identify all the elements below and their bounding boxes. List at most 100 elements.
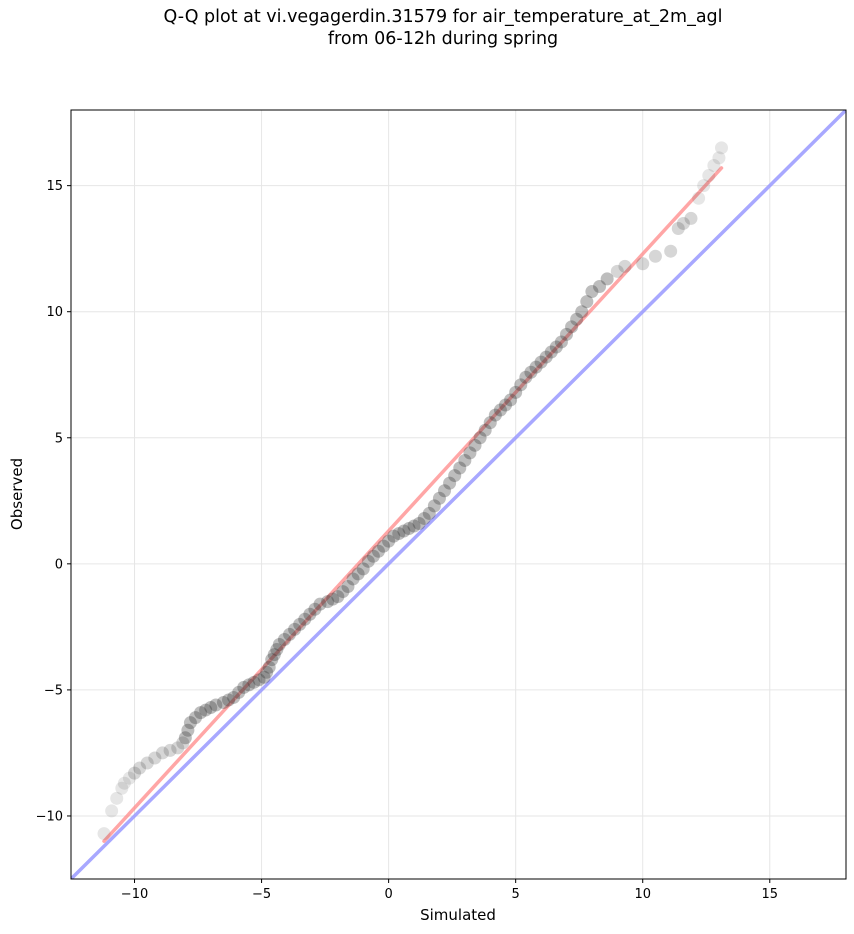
data-point bbox=[356, 562, 370, 576]
data-point bbox=[288, 622, 302, 636]
data-point bbox=[432, 491, 446, 505]
data-point bbox=[580, 295, 594, 309]
data-point bbox=[499, 398, 513, 412]
data-point bbox=[183, 716, 197, 730]
data-point bbox=[293, 617, 307, 631]
data-point bbox=[227, 690, 241, 704]
data-point bbox=[519, 370, 533, 384]
data-point bbox=[155, 746, 169, 760]
data-point bbox=[712, 151, 726, 165]
data-point bbox=[117, 776, 131, 790]
data-point bbox=[392, 527, 406, 541]
data-point bbox=[199, 703, 213, 717]
data-point bbox=[331, 590, 345, 604]
data-point bbox=[361, 554, 375, 568]
data-point bbox=[448, 469, 462, 483]
data-point bbox=[133, 761, 147, 775]
data-point bbox=[283, 627, 297, 641]
y-axis-label: Observed bbox=[8, 458, 26, 530]
data-point bbox=[265, 653, 279, 667]
data-point bbox=[97, 827, 111, 841]
data-point bbox=[549, 340, 563, 354]
chart-title: Q-Q plot at vi.vegagerdin.31579 for air_… bbox=[0, 6, 854, 50]
data-point bbox=[115, 781, 129, 795]
data-point bbox=[565, 320, 579, 334]
y-tick-label: 10 bbox=[46, 305, 63, 320]
data-point bbox=[267, 648, 281, 662]
data-point bbox=[382, 534, 396, 548]
data-point bbox=[209, 698, 223, 712]
data-point bbox=[509, 385, 523, 399]
data-point bbox=[473, 431, 487, 445]
data-point bbox=[714, 141, 728, 155]
data-point bbox=[270, 643, 284, 657]
data-point bbox=[313, 597, 327, 611]
data-point bbox=[222, 693, 236, 707]
chart-title-line-1: Q-Q plot at vi.vegagerdin.31579 for air_… bbox=[163, 7, 723, 27]
data-point bbox=[237, 680, 251, 694]
data-point bbox=[260, 665, 274, 679]
data-point bbox=[610, 264, 624, 278]
data-point bbox=[422, 506, 436, 520]
data-point bbox=[397, 524, 411, 538]
x-tick-label: 15 bbox=[761, 887, 778, 902]
data-point bbox=[636, 257, 650, 271]
data-point bbox=[277, 632, 291, 646]
data-point bbox=[346, 572, 360, 586]
data-point bbox=[262, 660, 276, 674]
data-point bbox=[252, 673, 266, 687]
data-point bbox=[298, 612, 312, 626]
data-point bbox=[171, 741, 185, 755]
y-tick-label: 5 bbox=[55, 431, 63, 446]
data-point bbox=[128, 766, 142, 780]
y-tick-label: 0 bbox=[55, 557, 63, 572]
data-point bbox=[664, 244, 678, 258]
data-point bbox=[341, 580, 355, 594]
data-point bbox=[524, 365, 538, 379]
data-point bbox=[427, 499, 441, 513]
data-point bbox=[351, 567, 365, 581]
data-point bbox=[387, 529, 401, 543]
x-tick-label: 0 bbox=[384, 887, 392, 902]
fit-line bbox=[102, 166, 724, 843]
chart-title-line-2: from 06-12h during spring bbox=[327, 29, 559, 49]
data-point bbox=[585, 285, 599, 299]
y-axis-ticks: −10 −5 0 5 10 15 bbox=[36, 179, 71, 824]
data-point bbox=[702, 169, 716, 183]
data-point bbox=[216, 696, 230, 710]
data-point bbox=[493, 403, 507, 417]
x-axis-label: Simulated bbox=[420, 906, 496, 924]
data-point bbox=[272, 638, 286, 652]
data-point bbox=[478, 423, 492, 437]
data-point bbox=[453, 461, 467, 475]
data-point bbox=[438, 484, 452, 498]
data-point bbox=[321, 595, 335, 609]
data-point bbox=[326, 592, 340, 606]
data-point bbox=[377, 539, 391, 553]
data-point bbox=[443, 476, 457, 490]
grid bbox=[71, 110, 846, 879]
data-points bbox=[97, 141, 728, 841]
data-point bbox=[105, 804, 119, 818]
data-point bbox=[407, 519, 421, 533]
x-tick-label: −10 bbox=[121, 887, 148, 902]
data-point bbox=[463, 446, 477, 460]
data-point bbox=[483, 416, 497, 430]
data-point bbox=[539, 350, 553, 364]
data-point bbox=[697, 179, 711, 193]
data-point bbox=[122, 771, 136, 785]
data-point bbox=[417, 511, 431, 525]
data-point bbox=[204, 701, 218, 715]
data-point bbox=[684, 211, 698, 225]
data-point bbox=[559, 327, 573, 341]
x-axis-ticks: −10 −5 0 5 10 15 bbox=[121, 879, 778, 902]
data-point bbox=[593, 279, 607, 293]
data-point bbox=[140, 756, 154, 770]
data-point bbox=[570, 312, 584, 326]
data-point bbox=[176, 736, 190, 750]
data-point bbox=[308, 602, 322, 616]
y-tick-label: 15 bbox=[46, 179, 63, 194]
data-point bbox=[707, 158, 721, 172]
data-point bbox=[504, 393, 518, 407]
data-point bbox=[371, 544, 385, 558]
